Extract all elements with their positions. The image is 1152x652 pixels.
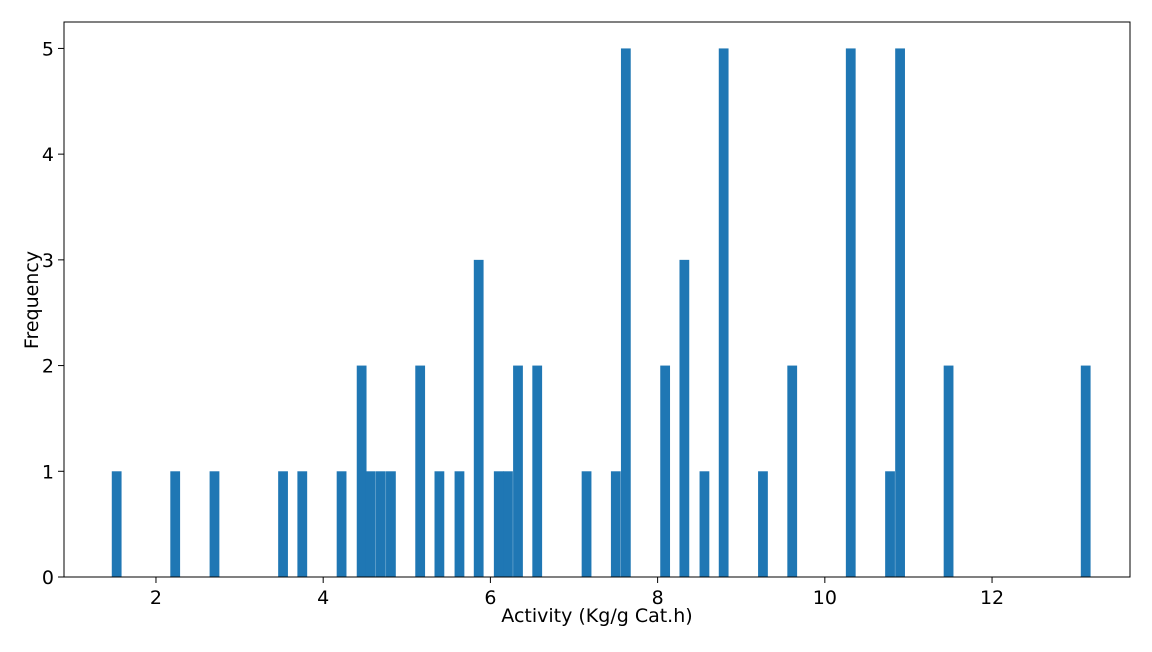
histogram-bar bbox=[787, 365, 798, 577]
histogram-bar bbox=[386, 471, 396, 577]
histogram-bar bbox=[679, 259, 690, 577]
histogram-bar bbox=[336, 471, 347, 577]
histogram-bar bbox=[718, 48, 729, 578]
histogram-bar bbox=[885, 471, 895, 577]
x-tick-label: 8 bbox=[652, 587, 664, 609]
bars-group bbox=[111, 48, 1091, 578]
histogram-bar bbox=[660, 365, 671, 577]
histogram-bar bbox=[473, 259, 484, 577]
y-tick-label: 1 bbox=[42, 461, 54, 483]
histogram-bar bbox=[454, 471, 465, 577]
histogram-bar bbox=[170, 471, 181, 577]
x-tick-label: 10 bbox=[813, 587, 837, 609]
histogram-bar bbox=[111, 471, 122, 577]
histogram-bar bbox=[415, 365, 426, 577]
histogram-bar bbox=[532, 365, 543, 577]
histogram-bar bbox=[365, 471, 376, 577]
histogram-bar bbox=[297, 471, 308, 577]
y-axis-ticks: 0 1 2 3 4 5 bbox=[42, 38, 64, 589]
histogram-bar bbox=[493, 471, 504, 577]
histogram-bar bbox=[209, 471, 220, 577]
y-tick-label: 0 bbox=[42, 567, 54, 589]
histogram-bar bbox=[356, 365, 367, 577]
y-tick-label: 2 bbox=[42, 356, 54, 378]
histogram-bar bbox=[845, 48, 856, 578]
histogram-bar bbox=[278, 471, 288, 577]
x-axis-label: Activity (Kg/g Cat.h) bbox=[501, 605, 692, 627]
plot-frame bbox=[63, 21, 1131, 578]
y-tick-label: 4 bbox=[42, 144, 54, 166]
histogram-bar bbox=[375, 471, 386, 577]
histogram-bar bbox=[1080, 365, 1091, 577]
histogram-bar bbox=[620, 48, 631, 578]
x-tick-label: 6 bbox=[484, 587, 496, 609]
histogram-bar bbox=[943, 365, 954, 577]
x-tick-label: 2 bbox=[150, 587, 162, 609]
y-axis-label: Frequency bbox=[21, 251, 43, 349]
x-tick-label: 12 bbox=[980, 587, 1004, 609]
x-tick-label: 4 bbox=[317, 587, 329, 609]
histogram-bar bbox=[503, 471, 513, 577]
histogram-bar bbox=[895, 48, 905, 578]
y-tick-label: 5 bbox=[42, 38, 54, 60]
y-tick-label: 3 bbox=[42, 250, 54, 272]
histogram-bar bbox=[434, 471, 445, 577]
histogram-bar bbox=[581, 471, 592, 577]
histogram-bar bbox=[699, 471, 710, 577]
histogram-bar bbox=[758, 471, 768, 577]
x-axis-ticks: 2 4 6 8 10 12 bbox=[150, 577, 1004, 609]
histogram-bar bbox=[610, 471, 621, 577]
histogram-bar bbox=[513, 365, 523, 577]
